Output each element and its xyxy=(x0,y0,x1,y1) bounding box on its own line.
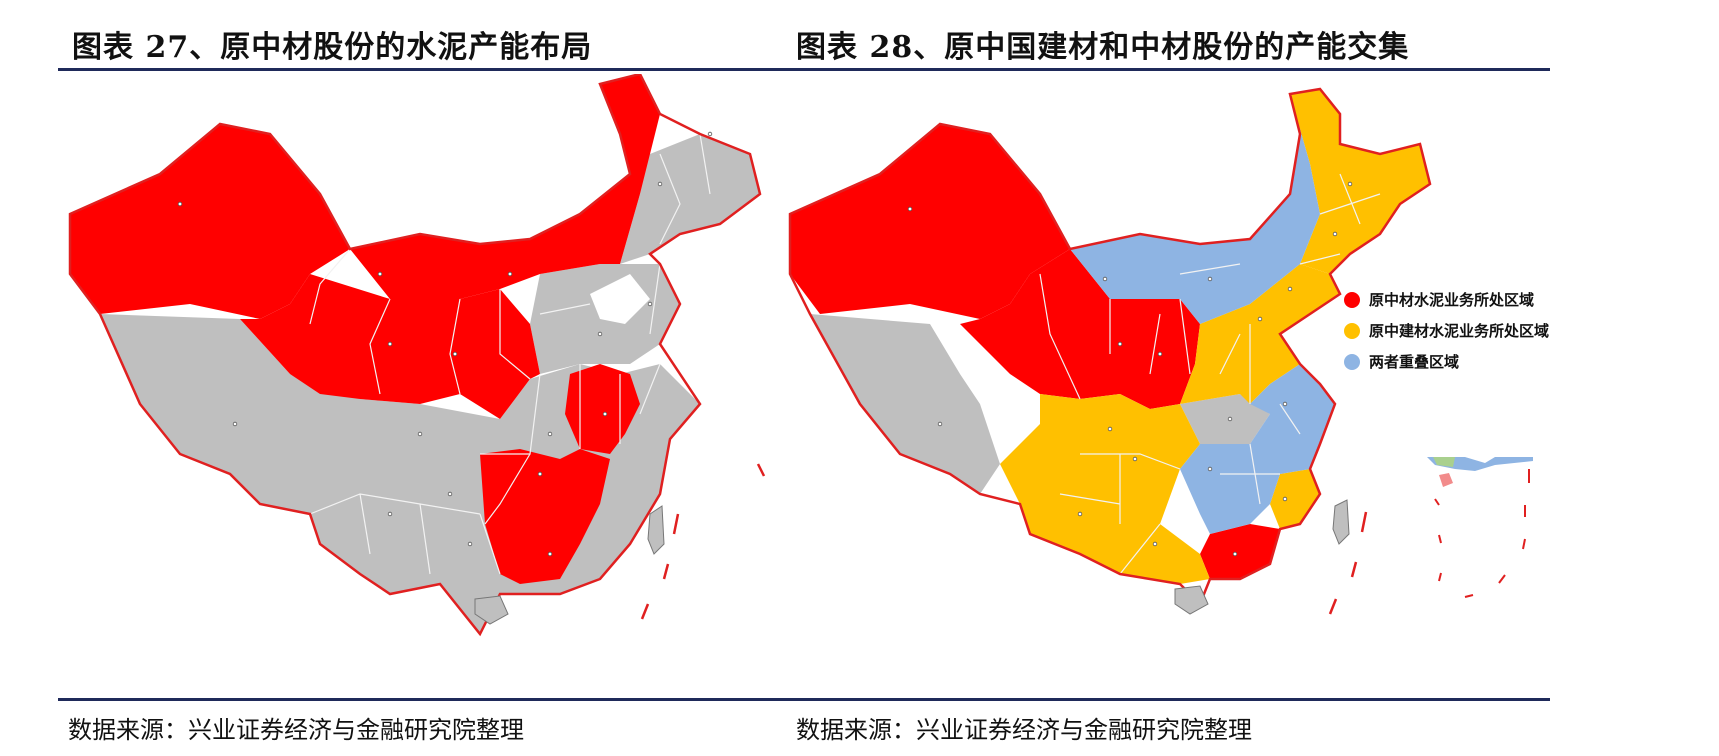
china-border xyxy=(68,74,762,637)
south-china-sea-dashes xyxy=(640,463,766,620)
region-red-central-east xyxy=(565,364,640,454)
region-red-west-central xyxy=(960,249,1200,409)
region-blue-east-central xyxy=(1180,364,1335,534)
island-taiwan-icon xyxy=(1332,499,1350,545)
south-china-sea-dashes xyxy=(1328,511,1368,615)
region-white-bohai xyxy=(590,274,650,324)
legend-item-yellow: 原中建材水泥业务所处区域 xyxy=(1344,315,1549,346)
legend-dot-red-icon xyxy=(1344,291,1360,308)
island-hainan-icon xyxy=(1174,585,1209,615)
figure-28-top-rule xyxy=(798,68,1550,71)
figure-28-source: 数据来源：兴业证券经济与金融研究院整理 xyxy=(796,716,1252,744)
region-blue-inner-mongolia xyxy=(1070,94,1320,324)
figure-27-panel: 图表 27、原中材股份的水泥产能布局 xyxy=(58,30,858,744)
region-yellow-north xyxy=(1180,264,1340,404)
figure-27-top-rule xyxy=(58,68,858,71)
legend-item-red: 原中材水泥业务所处区域 xyxy=(1344,284,1549,315)
region-red-xinjiang xyxy=(70,124,350,319)
region-yellow-southwest xyxy=(1000,394,1210,584)
region-red-west-central xyxy=(240,274,540,419)
region-red-xinjiang xyxy=(790,124,1070,319)
region-yellow-northeast xyxy=(1290,89,1430,274)
region-yellow-fujian xyxy=(1270,469,1320,529)
island-taiwan-icon xyxy=(647,505,665,555)
region-gray-tibet xyxy=(810,314,1000,494)
figure-27-map xyxy=(68,74,766,637)
legend-label-blue: 两者重叠区域 xyxy=(1369,353,1460,371)
south-china-sea-inset-icon xyxy=(1427,457,1533,598)
legend-label-yellow: 原中建材水泥业务所处区域 xyxy=(1369,322,1550,340)
capital-dots xyxy=(907,181,1353,557)
figure-28-map xyxy=(788,87,1432,615)
region-red-guangdong xyxy=(1200,524,1280,579)
capital-dots xyxy=(177,131,713,557)
figure-27-title: 图表 27、原中材股份的水泥产能布局 xyxy=(72,30,593,65)
figure-27-source: 数据来源：兴业证券经济与金融研究院整理 xyxy=(68,716,524,744)
legend-item-blue: 两者重叠区域 xyxy=(1344,346,1549,377)
region-gray-northeast xyxy=(620,134,760,264)
legend-dot-yellow-icon xyxy=(1344,322,1360,339)
island-hainan-icon xyxy=(474,595,509,625)
figure-27-bottom-rule xyxy=(58,698,858,701)
figure-28-panel: 图表 28、原中国建材和中材股份的产能交集 xyxy=(788,0,1719,756)
province-lines xyxy=(1039,173,1381,575)
figure-28-title: 图表 28、原中国建材和中材股份的产能交集 xyxy=(796,30,1410,65)
legend: 原中材水泥业务所处区域 原中建材水泥业务所处区域 两者重叠区域 xyxy=(1344,284,1549,377)
region-red-inner-mongolia xyxy=(350,74,660,299)
province-lines xyxy=(309,133,711,575)
figure-28-bottom-rule xyxy=(798,698,1550,701)
legend-dot-blue-icon xyxy=(1344,353,1360,370)
region-gray-center xyxy=(1180,394,1270,444)
china-border xyxy=(788,87,1432,607)
legend-label-red: 原中材水泥业务所处区域 xyxy=(1369,291,1535,309)
